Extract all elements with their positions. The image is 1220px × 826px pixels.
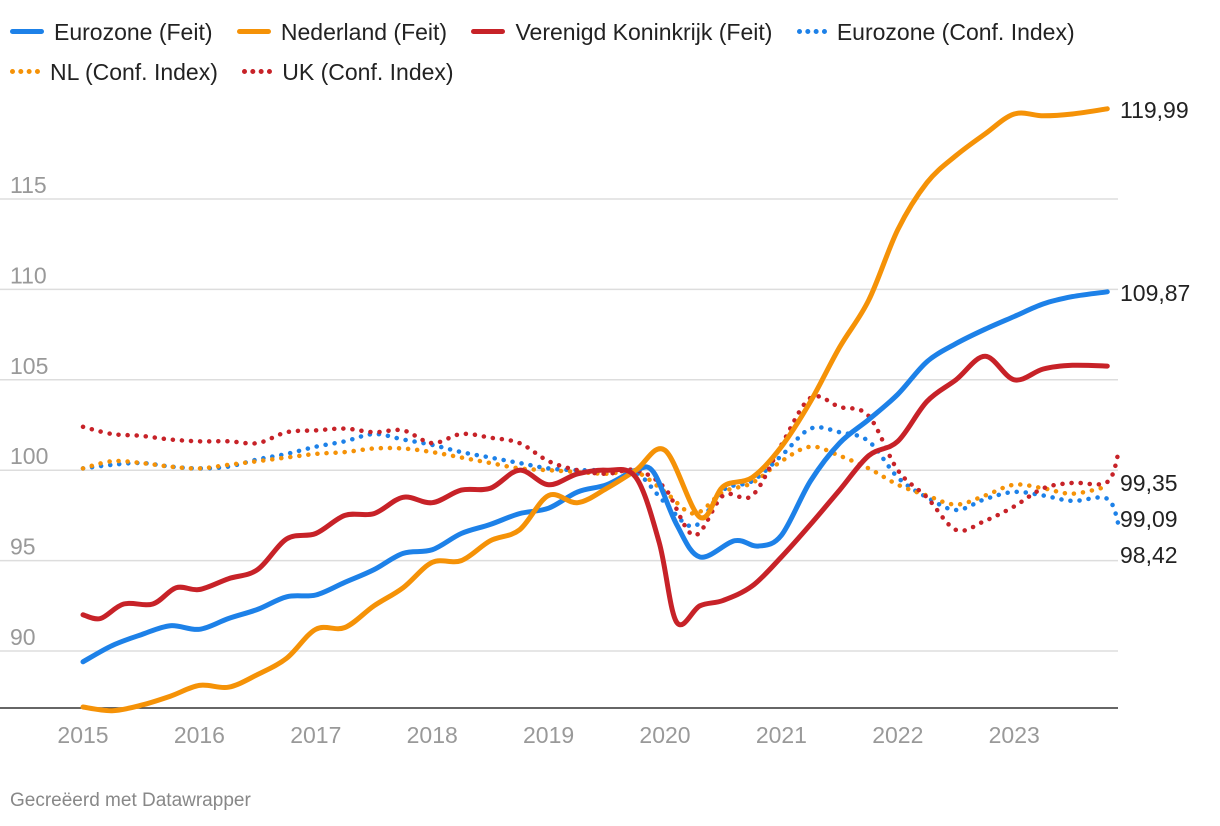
- x-tick-label-2021: 2021: [756, 722, 807, 748]
- y-axis-ticks: 90 95 100 105 110 115: [10, 172, 48, 650]
- x-tick-label-2018: 2018: [407, 722, 458, 748]
- series-lines: [80, 106, 1122, 714]
- legend-item-nederland-feit[interactable]: Nederland (Feit): [236, 12, 448, 52]
- line-chart-plot: 90 95 100 105 110 115 2015 2016 2017 2018 2019 202…: [0, 97, 1190, 748]
- legend-label: UK (Conf. Index): [282, 59, 454, 85]
- end-label: 99,09: [1120, 506, 1178, 532]
- x-tick-label-2017: 2017: [290, 722, 341, 748]
- x-tick-label-2023: 2023: [989, 722, 1040, 748]
- y-tick-label-90: 90: [10, 624, 36, 650]
- end-labels: 119,99 109,87 99,35 99,09 98,42: [1120, 97, 1190, 568]
- y-tick-label-100: 100: [10, 443, 48, 469]
- legend-item-eurozone-feit[interactable]: Eurozone (Feit): [10, 12, 213, 52]
- x-tick-label-2016: 2016: [174, 722, 225, 748]
- legend-swatch-dotted-red: [242, 69, 273, 75]
- end-label: 119,99: [1120, 97, 1189, 123]
- end-label: 98,42: [1120, 542, 1178, 568]
- x-tick-label-2015: 2015: [57, 722, 108, 748]
- series-line-uk-conf-index[interactable]: [80, 393, 1122, 538]
- legend-label: Verenigd Koninkrijk (Feit): [515, 19, 773, 45]
- gridlines: [0, 198, 1118, 709]
- legend-item-uk-conf[interactable]: UK (Conf. Index): [242, 52, 454, 92]
- series-line-nl-conf-index[interactable]: [80, 444, 1110, 516]
- series-line-verenigd-koninkrijk-feit[interactable]: [80, 353, 1110, 628]
- legend-label: Nederland (Feit): [280, 19, 448, 45]
- legend-swatch-solid-red: [471, 29, 506, 35]
- series-line-eurozone-conf-index[interactable]: [80, 424, 1122, 529]
- legend-item-vk-feit[interactable]: Verenigd Koninkrijk (Feit): [471, 12, 772, 52]
- legend-label: Eurozone (Conf. Index): [836, 19, 1075, 45]
- end-label: 109,87: [1120, 280, 1190, 306]
- y-tick-label-95: 95: [10, 534, 36, 560]
- series-line-nederland-feit[interactable]: [80, 106, 1110, 714]
- legend-swatch-dotted-orange: [10, 69, 40, 75]
- legend-item-nl-conf[interactable]: NL (Conf. Index): [10, 52, 218, 92]
- end-label: 99,35: [1120, 470, 1178, 496]
- y-tick-label-115: 115: [10, 172, 47, 198]
- y-tick-label-105: 105: [10, 353, 48, 379]
- legend-swatch-solid-orange: [236, 29, 271, 35]
- series-line-eurozone-feit[interactable]: [80, 289, 1110, 665]
- legend-swatch-solid-blue: [10, 29, 44, 35]
- legend-item-eurozone-conf[interactable]: Eurozone (Conf. Index): [796, 12, 1075, 52]
- legend-label: NL (Conf. Index): [50, 59, 218, 85]
- y-tick-label-110: 110: [10, 262, 47, 288]
- footer-credit: Gecreëerd met Datawrapper: [10, 790, 251, 811]
- legend: Eurozone (Feit) Nederland (Feit) Verenig…: [10, 12, 1200, 92]
- x-tick-label-2020: 2020: [639, 722, 690, 748]
- x-axis-ticks: 2015 2016 2017 2018 2019 2020 2021 2022 2023: [57, 722, 1039, 748]
- legend-swatch-dotted-blue: [796, 29, 827, 35]
- x-tick-label-2019: 2019: [523, 722, 574, 748]
- legend-label: Eurozone (Feit): [54, 19, 213, 45]
- x-tick-label-2022: 2022: [872, 722, 923, 748]
